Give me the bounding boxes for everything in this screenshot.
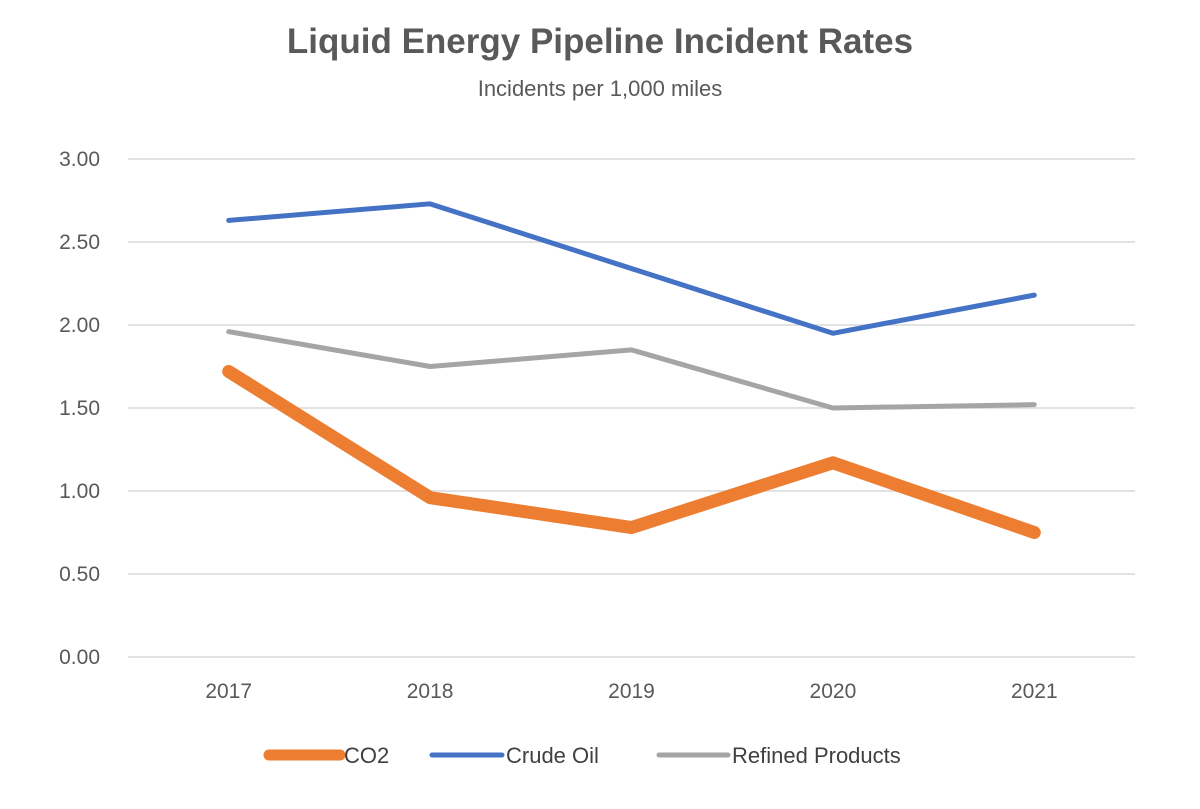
x-tick-label: 2018 [407, 680, 454, 703]
y-tick-label: 2.00 [59, 314, 100, 337]
x-axis-ticks: 2017 2018 2019 2020 2021 [205, 680, 1057, 703]
legend-label: CO2 [344, 743, 389, 768]
legend: CO2 Crude Oil Refined Products [263, 743, 901, 768]
series-lines [222, 201, 1041, 539]
y-tick-label: 0.00 [59, 646, 100, 669]
x-tick-label: 2019 [608, 680, 655, 703]
y-tick-label: 3.00 [59, 148, 100, 171]
chart-title: Liquid Energy Pipeline Incident Rates [286, 22, 914, 61]
series-line-co2 [222, 364, 1041, 539]
y-tick-label: 1.00 [59, 480, 100, 503]
legend-label: Crude Oil [506, 743, 599, 768]
series-line-refined-products [226, 329, 1037, 411]
y-tick-label: 0.50 [59, 563, 100, 586]
series-line-crude-oil [226, 201, 1037, 336]
legend-label: Refined Products [732, 743, 901, 768]
x-tick-label: 2017 [205, 680, 252, 703]
x-tick-label: 2021 [1011, 680, 1058, 703]
y-tick-label: 2.50 [59, 231, 100, 254]
chart-subtitle: Incidents per 1,000 miles [477, 76, 723, 101]
y-axis-ticks: 0.00 0.50 1.00 1.50 2.00 2.50 3.00 [59, 148, 100, 669]
y-tick-label: 1.50 [59, 397, 100, 420]
x-tick-label: 2020 [810, 680, 857, 703]
